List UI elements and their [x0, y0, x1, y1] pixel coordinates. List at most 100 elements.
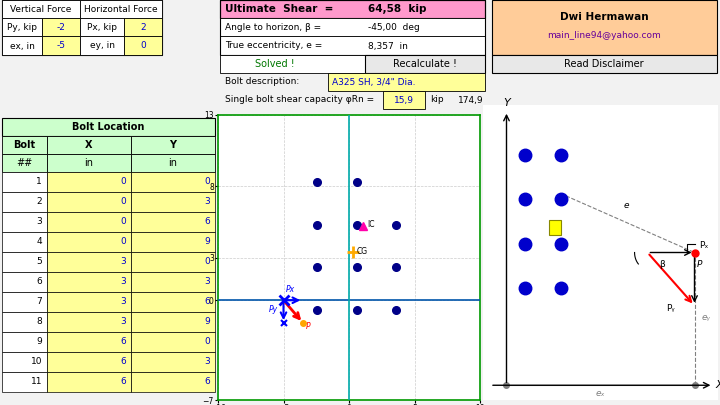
Text: 2: 2: [37, 198, 42, 207]
Text: Angle to horizon, β =: Angle to horizon, β =: [225, 23, 321, 32]
Bar: [47, 272, 131, 292]
Text: 3: 3: [204, 358, 210, 367]
Text: main_line94@yahoo.com: main_line94@yahoo.com: [547, 30, 661, 40]
Bar: [2, 136, 47, 154]
Bar: [131, 332, 215, 352]
Text: 3: 3: [204, 277, 210, 286]
Text: 15,9: 15,9: [394, 96, 414, 104]
Text: in: in: [84, 158, 94, 168]
Bar: [47, 292, 131, 312]
Text: -45,00  deg: -45,00 deg: [368, 23, 420, 32]
Text: β: β: [660, 260, 665, 269]
Bar: [42, 36, 80, 55]
Text: Pₓ: Pₓ: [699, 241, 708, 250]
Text: X: X: [716, 380, 720, 390]
Bar: [2, 232, 47, 252]
Text: Single bolt shear capacity φRn =: Single bolt shear capacity φRn =: [225, 96, 374, 104]
Bar: [124, 18, 162, 36]
Text: 8: 8: [36, 318, 42, 326]
Bar: [47, 192, 131, 212]
Bar: [2, 192, 47, 212]
Text: 64,58  kip: 64,58 kip: [368, 4, 426, 14]
Text: 0: 0: [204, 258, 210, 266]
Text: 174,9: 174,9: [458, 96, 484, 104]
Bar: [47, 252, 131, 272]
Text: IC: IC: [367, 220, 375, 229]
Bar: [131, 192, 215, 212]
Bar: [80, 18, 124, 36]
Bar: [2, 172, 47, 192]
Text: Bolt Location: Bolt Location: [72, 122, 144, 132]
Bar: [47, 372, 131, 392]
Bar: [42, 18, 80, 36]
Bar: [220, 18, 485, 36]
Bar: [80, 36, 124, 55]
Text: e: e: [624, 201, 629, 210]
Text: Recalculate !: Recalculate !: [393, 59, 457, 69]
Bar: [492, 55, 717, 73]
Text: 3: 3: [120, 277, 126, 286]
Bar: [549, 220, 561, 235]
Text: Y: Y: [503, 98, 510, 108]
Text: CG: CG: [356, 247, 367, 256]
Bar: [131, 372, 215, 392]
Text: 3: 3: [204, 198, 210, 207]
Bar: [2, 372, 47, 392]
Bar: [2, 212, 47, 232]
Bar: [2, 332, 47, 352]
Bar: [47, 154, 131, 172]
Bar: [131, 232, 215, 252]
Bar: [492, 0, 717, 55]
Text: 9: 9: [204, 237, 210, 247]
Bar: [47, 212, 131, 232]
Text: 0: 0: [140, 41, 146, 51]
Text: Horizontal Force: Horizontal Force: [84, 4, 158, 13]
Text: eₓ: eₓ: [595, 388, 606, 398]
Bar: [2, 0, 162, 55]
Text: Bolt: Bolt: [13, 140, 35, 150]
Bar: [131, 272, 215, 292]
Text: 1: 1: [36, 177, 42, 186]
Text: 7: 7: [36, 298, 42, 307]
Bar: [131, 292, 215, 312]
Text: in: in: [168, 158, 178, 168]
Bar: [2, 312, 47, 332]
Bar: [47, 172, 131, 192]
Bar: [2, 0, 80, 18]
Text: Px: Px: [286, 285, 294, 294]
Text: 8,357  in: 8,357 in: [368, 41, 408, 51]
Text: Bolt description:: Bolt description:: [225, 77, 300, 87]
Text: kip: kip: [430, 96, 444, 104]
Text: Px, kip: Px, kip: [87, 23, 117, 32]
Text: 11: 11: [30, 377, 42, 386]
Text: X: X: [85, 140, 93, 150]
Bar: [131, 212, 215, 232]
Text: Vertical Force: Vertical Force: [10, 4, 72, 13]
Bar: [131, 312, 215, 332]
Text: 6: 6: [120, 358, 126, 367]
Text: 0: 0: [120, 237, 126, 247]
Text: Ultimate  Shear  =: Ultimate Shear =: [225, 4, 333, 14]
Text: 0: 0: [120, 177, 126, 186]
Text: 9: 9: [36, 337, 42, 347]
Text: 6: 6: [36, 277, 42, 286]
Text: True eccentricity, e =: True eccentricity, e =: [225, 41, 323, 51]
Bar: [131, 136, 215, 154]
Text: 2: 2: [140, 23, 146, 32]
Text: Solved !: Solved !: [255, 59, 294, 69]
Bar: [328, 73, 485, 91]
Text: 0: 0: [204, 337, 210, 347]
Bar: [220, 0, 485, 18]
Text: 9: 9: [204, 318, 210, 326]
Text: -5: -5: [56, 41, 66, 51]
Text: ey, in: ey, in: [89, 41, 114, 51]
Text: 0: 0: [204, 177, 210, 186]
Text: 6: 6: [204, 298, 210, 307]
Bar: [131, 252, 215, 272]
Bar: [131, 154, 215, 172]
Bar: [124, 36, 162, 55]
Text: -2: -2: [57, 23, 66, 32]
Bar: [47, 312, 131, 332]
Text: A325 SH, 3/4" Dia.: A325 SH, 3/4" Dia.: [332, 77, 415, 87]
Text: Y: Y: [169, 140, 176, 150]
